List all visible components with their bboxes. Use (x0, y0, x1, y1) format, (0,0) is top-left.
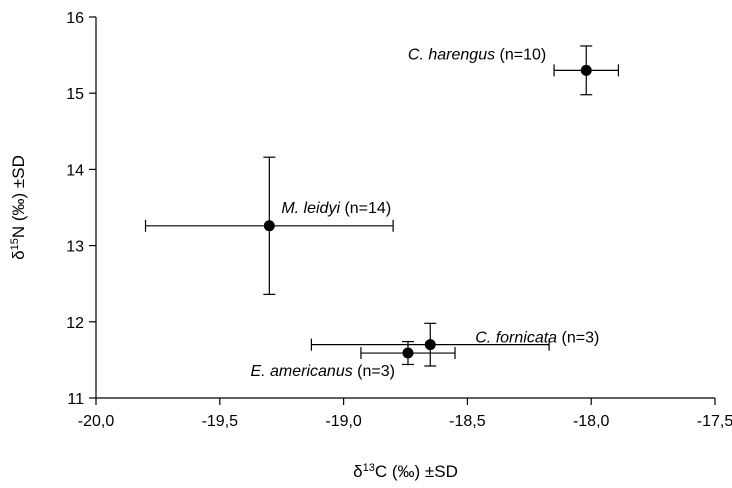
y-tick-label: 11 (67, 391, 84, 408)
x-tick-label: -19,0 (325, 413, 362, 430)
y-axis-title: δ15N (‰) ±SD (9, 155, 28, 260)
y-tick-label: 14 (66, 162, 84, 179)
x-tick-label: -18,5 (449, 413, 486, 430)
data-point-group: C. harengus (n=10) (408, 45, 620, 96)
data-point-group: M. leidyi (n=14) (144, 156, 394, 295)
data-point-label: M. leidyi (n=14) (281, 200, 391, 217)
y-tick-label: 15 (66, 86, 84, 103)
data-point-group: C. fornicata (n=3) (310, 322, 599, 367)
y-tick-label: 12 (66, 315, 84, 332)
plot-area (95, 17, 715, 399)
data-point-marker (402, 347, 414, 359)
data-point-label: E. americanus (n=3) (250, 363, 395, 380)
y-tick-label: 13 (66, 239, 84, 256)
x-tick-label: -20,0 (78, 413, 115, 430)
data-point-group: E. americanus (n=3) (250, 341, 456, 380)
x-axis-title: δ13C (‰) ±SD (353, 462, 458, 481)
x-tick-label: -18,0 (573, 413, 610, 430)
data-point-marker (424, 339, 436, 351)
y-tick-label: 16 (66, 10, 84, 27)
data-points: C. harengus (n=10) M. leidyi (n=14) C. for… (144, 45, 620, 380)
data-point-label: C. fornicata (n=3) (475, 330, 599, 347)
data-point-label: C. harengus (n=10) (408, 46, 546, 63)
y-axis-ticks: 11 12 13 14 15 16 (66, 10, 96, 408)
x-axis-ticks: -20,0 -19,5 -19,0 -18,5 -18,0 -17,5 (78, 398, 732, 430)
x-tick-label: -17,5 (697, 413, 732, 430)
data-point-marker (263, 220, 275, 232)
x-tick-label: -19,5 (202, 413, 239, 430)
data-point-marker (580, 64, 592, 76)
